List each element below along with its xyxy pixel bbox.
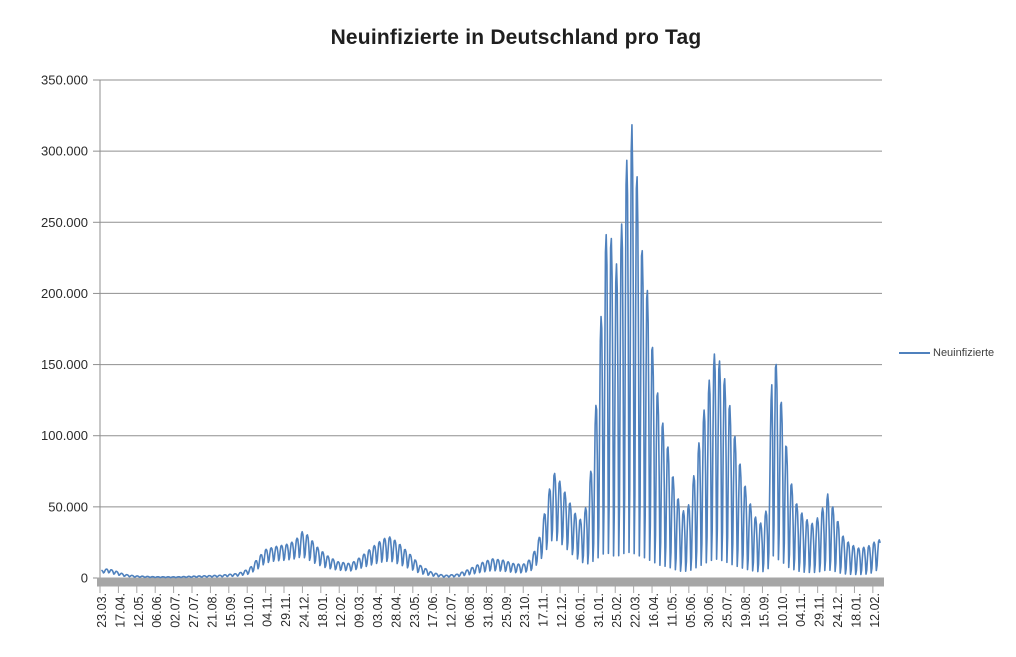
y-tick-label: 100.000: [41, 428, 88, 443]
x-tick-label: 28.04.: [389, 593, 403, 628]
x-axis-bar: [97, 577, 884, 587]
x-tick-label: 23.05.: [408, 593, 422, 628]
x-tick-label: 09.03.: [353, 593, 367, 628]
x-tick-label: 11.05.: [665, 593, 679, 627]
x-tick-label: 06.06.: [150, 593, 164, 628]
x-tick-label: 29.11.: [279, 593, 293, 627]
x-tick-label: 18.01.: [849, 593, 863, 628]
x-tick-label: 31.01.: [592, 593, 606, 628]
x-tick-label: 19.08.: [739, 593, 753, 628]
chart-title: Neuinfizierte in Deutschland pro Tag: [330, 26, 702, 49]
x-tick-label: 15.09.: [224, 593, 238, 628]
y-tick-label: 200.000: [41, 286, 88, 301]
y-tick-label: 350.000: [41, 73, 88, 88]
x-tick-label: 23.03.: [95, 593, 109, 628]
series-line-neuinfizierte: [101, 124, 881, 579]
y-tick-label: 250.000: [41, 215, 88, 230]
y-tick-label: 300.000: [41, 144, 88, 159]
x-tick-label: 12.05.: [132, 593, 146, 628]
x-tick-label: 12.02.: [334, 593, 348, 628]
x-tick-label: 06.01.: [573, 593, 587, 628]
x-tick-label: 22.03.: [629, 593, 643, 628]
x-tick-label: 16.04.: [647, 593, 661, 628]
x-tick-label: 12.12.: [555, 593, 569, 628]
x-tick-label: 05.06.: [684, 593, 698, 628]
x-tick-label: 17.04.: [113, 593, 127, 628]
x-tick-label: 23.10.: [518, 593, 532, 628]
y-tick-label: 50.000: [48, 499, 88, 514]
x-tick-label: 06.08.: [463, 593, 477, 628]
x-tick-label: 10.10.: [242, 593, 256, 628]
x-tick-label: 29.11.: [813, 593, 827, 627]
x-tick-label: 27.07.: [187, 593, 201, 628]
x-tick-label: 18.01.: [316, 593, 330, 628]
x-tick-label: 25.07.: [721, 593, 735, 628]
legend: Neuinfizierte: [899, 347, 994, 359]
x-tick-label: 21.08.: [205, 593, 219, 628]
x-tick-label: 12.07.: [445, 593, 459, 628]
legend-label: Neuinfizierte: [933, 347, 995, 359]
x-tick-label: 04.11.: [261, 593, 275, 627]
x-tick-label: 02.07.: [169, 593, 183, 628]
y-tick-label: 0: [81, 571, 88, 586]
x-tick-label: 15.09.: [757, 593, 771, 628]
x-tick-label: 04.11.: [794, 593, 808, 627]
x-tick-label: 17.11.: [537, 593, 551, 627]
legend-line-marker: [899, 352, 930, 354]
x-tick-label: 24.12.: [831, 593, 845, 628]
x-tick-label: 24.12.: [297, 593, 311, 628]
y-tick-label: 150.000: [41, 357, 88, 372]
x-tick-label: 03.04.: [371, 593, 385, 628]
x-tick-label: 25.02.: [610, 593, 624, 628]
x-tick-label: 25.09.: [500, 593, 514, 628]
x-tick-label: 12.02.: [868, 593, 882, 628]
x-tick-label: 10.10.: [776, 593, 790, 628]
x-tick-label: 17.06.: [426, 593, 440, 628]
x-tick-label: 31.08.: [481, 593, 495, 628]
x-tick-label: 30.06.: [702, 593, 716, 628]
